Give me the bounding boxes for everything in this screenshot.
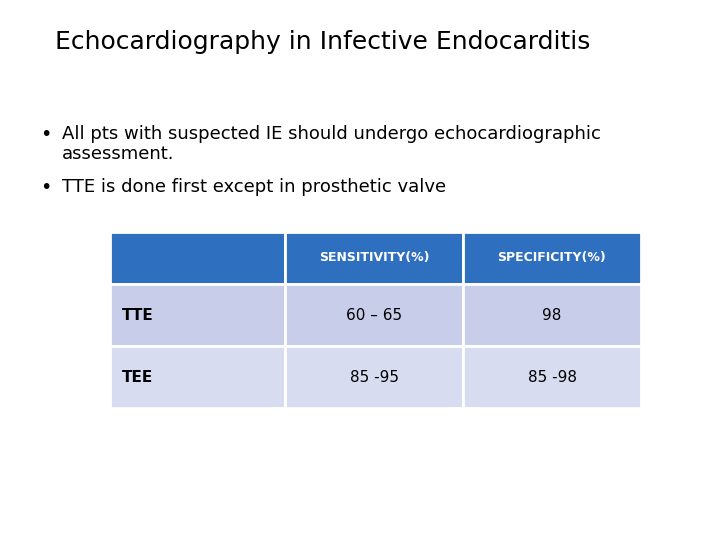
Bar xyxy=(110,284,285,346)
Text: •: • xyxy=(40,125,51,144)
Text: 98: 98 xyxy=(542,307,562,322)
Text: •: • xyxy=(40,178,51,197)
Text: 60 – 65: 60 – 65 xyxy=(346,307,402,322)
Text: 85 -95: 85 -95 xyxy=(349,369,398,384)
Text: All pts with suspected IE should undergo echocardiographic: All pts with suspected IE should undergo… xyxy=(62,125,601,143)
Text: SPECIFICITY(%): SPECIFICITY(%) xyxy=(498,252,606,265)
Text: TTE is done first except in prosthetic valve: TTE is done first except in prosthetic v… xyxy=(62,178,446,196)
Text: TEE: TEE xyxy=(122,369,153,384)
Text: assessment.: assessment. xyxy=(62,145,174,163)
Text: SENSITIVITY(%): SENSITIVITY(%) xyxy=(319,252,429,265)
Bar xyxy=(110,346,285,408)
Bar xyxy=(463,232,641,284)
Bar xyxy=(110,232,285,284)
Bar xyxy=(285,284,463,346)
Bar xyxy=(285,232,463,284)
Text: TTE: TTE xyxy=(122,307,154,322)
Text: 85 -98: 85 -98 xyxy=(528,369,577,384)
Bar xyxy=(285,346,463,408)
Bar xyxy=(463,284,641,346)
Text: Echocardiography in Infective Endocarditis: Echocardiography in Infective Endocardit… xyxy=(55,30,590,54)
Bar xyxy=(463,346,641,408)
